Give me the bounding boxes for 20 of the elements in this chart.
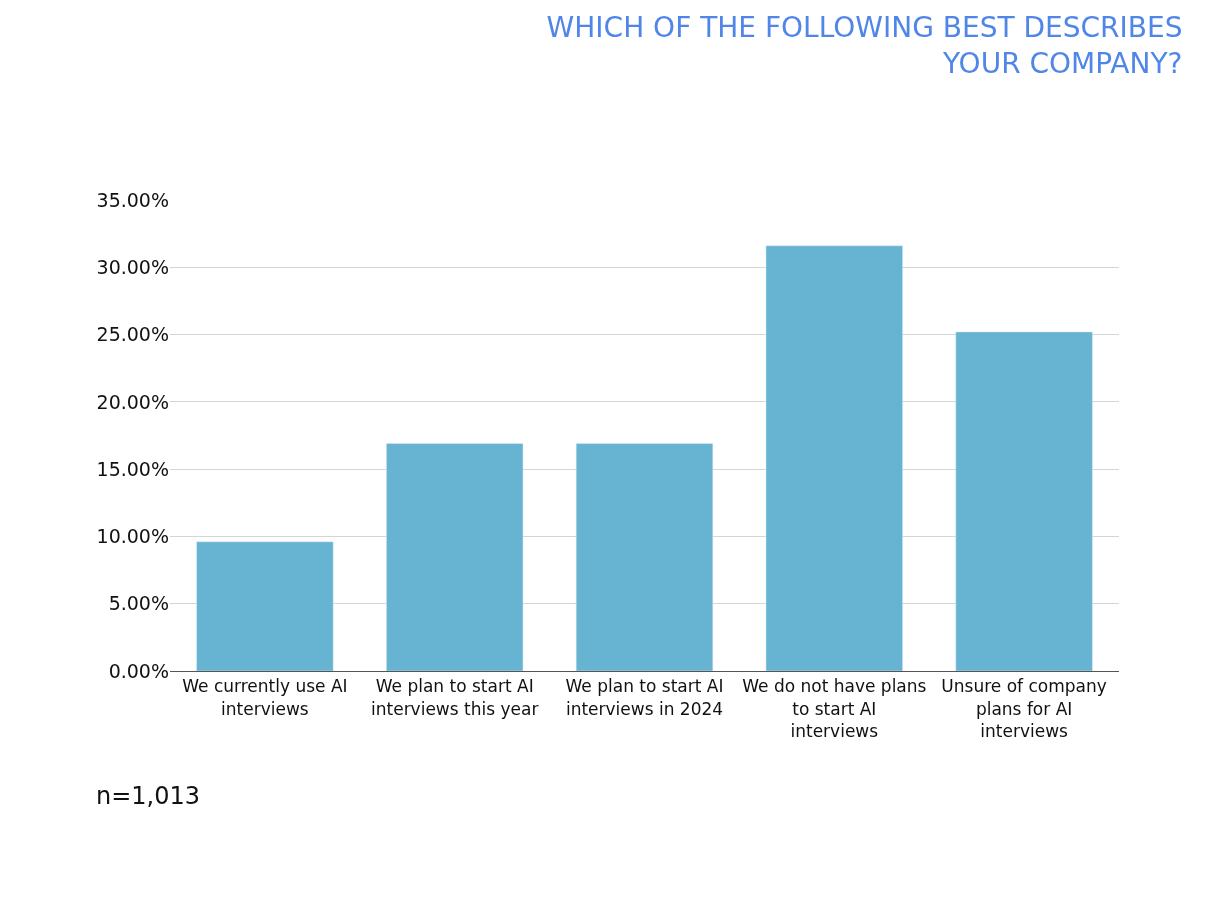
y-tick-label: 0.00%: [108, 659, 169, 682]
y-tick-label: 30.00%: [96, 255, 169, 278]
x-tick-label: Unsure of company plans for AI interviews: [941, 676, 1107, 741]
y-tick-label: 25.00%: [96, 323, 169, 346]
y-tick-label: 5.00%: [108, 592, 169, 615]
bar: [386, 443, 524, 671]
chart-title: WHICH OF THE FOLLOWING BEST DESCRIBES YOUR COMPANY?: [546, 10, 1183, 81]
y-tick-label: 35.00%: [96, 188, 169, 211]
y-tick-label: 10.00%: [96, 525, 169, 548]
x-tick-label: We do not have plans to start AI interviews: [742, 676, 927, 741]
bar: [575, 443, 714, 671]
bar: [765, 245, 903, 671]
y-tick-label: 15.00%: [96, 457, 169, 480]
x-tick-label: We plan to start AI interviews this year: [371, 676, 539, 719]
x-tick-label: We plan to start AI interviews in 2024: [565, 676, 724, 719]
bar: [955, 331, 1093, 671]
bar: [196, 541, 334, 671]
y-tick-label: 20.00%: [96, 390, 169, 413]
x-tick-label: We currently use AI interviews: [182, 676, 348, 719]
text: n=1,013: [96, 782, 201, 810]
